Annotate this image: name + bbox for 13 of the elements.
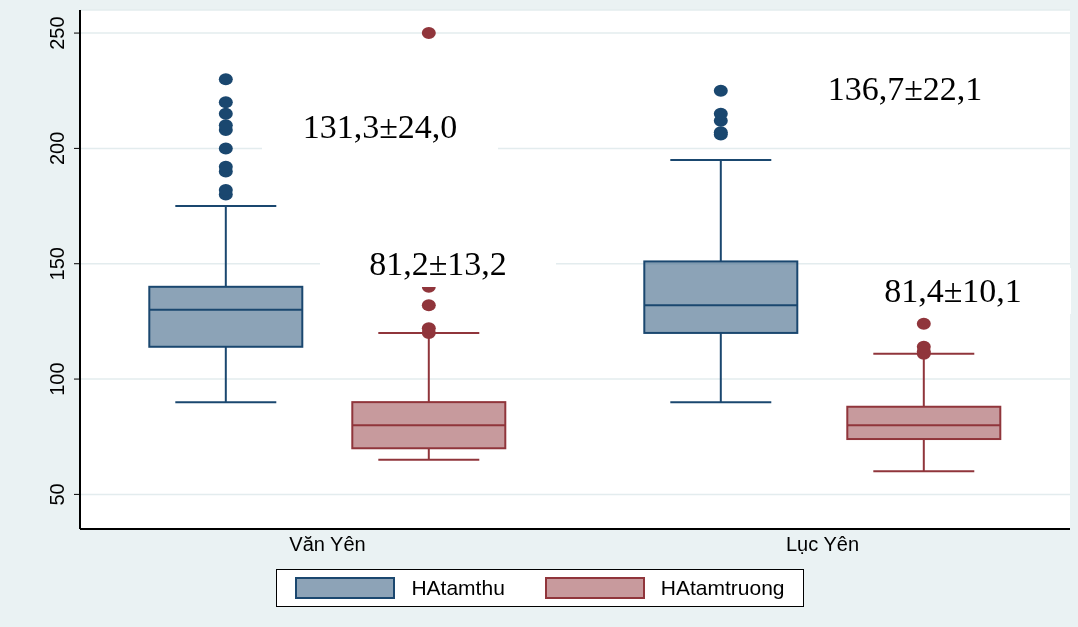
y-tick-label: 250 [46, 16, 68, 50]
legend-label: HAtamtruong [660, 576, 785, 600]
x-tick-label: Lục Yên [785, 533, 860, 556]
annotation: 136,7±22,1 [787, 66, 1023, 112]
x-tick-label: Văn Yên [289, 533, 366, 556]
y-tick-label: 200 [46, 131, 68, 166]
y-tick-label: 50 [46, 483, 68, 506]
annotation: 81,4±10,1 [835, 268, 1071, 314]
annotation: 131,3±24,0 [262, 104, 498, 150]
annotation: 81,2±13,2 [320, 241, 556, 287]
y-tick-label: 100 [46, 362, 68, 396]
y-tick-label: 150 [46, 247, 68, 281]
legend-label: HAtamthu [411, 576, 505, 600]
